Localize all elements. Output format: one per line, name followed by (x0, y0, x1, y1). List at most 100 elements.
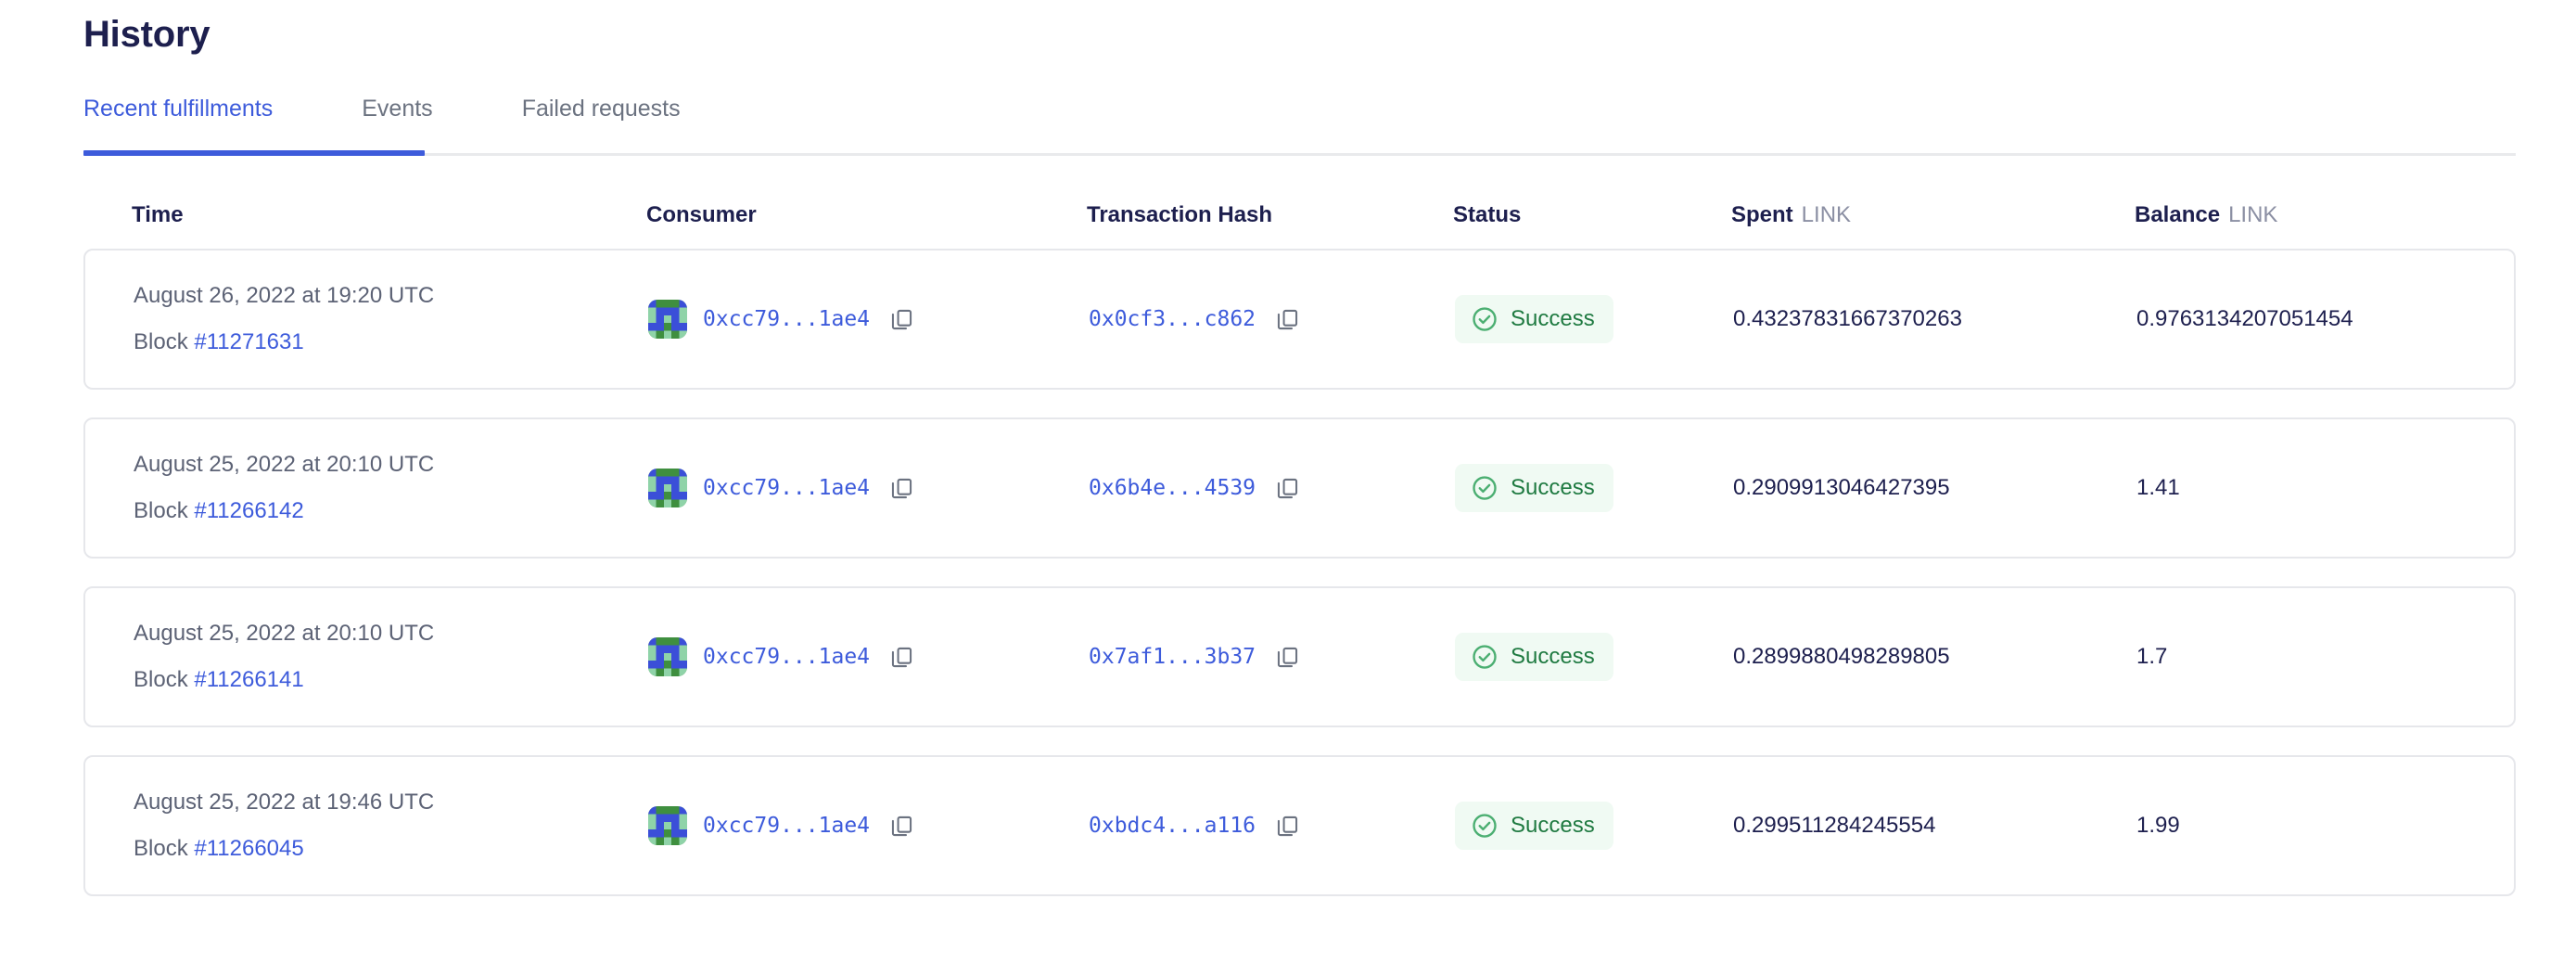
transaction-hash-link[interactable]: 0x6b4e...4539 (1089, 476, 1256, 500)
copy-icon[interactable] (1271, 303, 1303, 335)
balance-value: 1.41 (2136, 475, 2180, 500)
cell-time: August 25, 2022 at 20:10 UTC Block #1126… (134, 449, 648, 527)
column-header-balance: Balance LINK (2135, 202, 2468, 228)
page-title: History (83, 14, 210, 55)
identicon-avatar (648, 300, 687, 339)
status-badge-label: Success (1511, 644, 1595, 669)
cell-consumer: 0xcc79...1ae4 (648, 637, 1089, 676)
row-timestamp: August 26, 2022 at 19:20 UTC (134, 283, 435, 308)
cell-consumer: 0xcc79...1ae4 (648, 469, 1089, 507)
row-block-number[interactable]: #11266142 (194, 498, 304, 523)
status-badge: Success (1455, 295, 1613, 343)
table-header: Time Consumer Transaction Hash Status Sp… (83, 182, 2516, 249)
column-header-time: Time (132, 202, 646, 228)
table-row[interactable]: August 25, 2022 at 20:10 UTC Block #1126… (83, 417, 2516, 559)
column-header-balance-unit: LINK (2228, 202, 2278, 227)
balance-value: 0.9763134207051454 (2136, 306, 2353, 331)
identicon-avatar (648, 637, 687, 676)
check-circle-icon (1471, 812, 1498, 840)
transaction-hash-link[interactable]: 0x7af1...3b37 (1089, 645, 1256, 669)
fulfillments-list: August 26, 2022 at 19:20 UTC Block #1127… (83, 249, 2516, 896)
row-block-label: Block (134, 667, 188, 692)
cell-balance: 1.99 (2136, 813, 2466, 839)
column-header-spent-label: Spent (1731, 202, 1793, 227)
row-block-number[interactable]: #11266141 (194, 667, 304, 692)
check-circle-icon (1471, 474, 1498, 502)
copy-icon[interactable] (886, 641, 917, 673)
tab-active-indicator (83, 150, 425, 156)
cell-status: Success (1455, 802, 1733, 850)
consumer-address-link[interactable]: 0xcc79...1ae4 (703, 814, 871, 838)
cell-balance: 0.9763134207051454 (2136, 306, 2466, 332)
cell-spent: 0.2899880498289805 (1733, 644, 2136, 670)
consumer-address-link[interactable]: 0xcc79...1ae4 (703, 307, 871, 331)
copy-icon[interactable] (886, 472, 917, 504)
check-circle-icon (1471, 643, 1498, 671)
cell-consumer: 0xcc79...1ae4 (648, 300, 1089, 339)
spent-value: 0.2909913046427395 (1733, 475, 1950, 500)
tab-recent-fulfillments[interactable]: Recent fulfillments (83, 95, 306, 122)
row-block-label: Block (134, 836, 188, 861)
cell-transaction-hash: 0x7af1...3b37 (1089, 641, 1455, 673)
cell-transaction-hash: 0x6b4e...4539 (1089, 472, 1455, 504)
column-header-spent: Spent LINK (1731, 202, 2135, 228)
copy-icon[interactable] (886, 303, 917, 335)
tab-failed-requests[interactable]: Failed requests (522, 95, 714, 122)
spent-value: 0.43237831667370263 (1733, 306, 1962, 331)
tab-list: Recent fulfillments Events Failed reques… (83, 95, 2516, 152)
transaction-hash-link[interactable]: 0xbdc4...a116 (1089, 814, 1256, 838)
tabs-bar: Recent fulfillments Events Failed reques… (83, 95, 2516, 156)
column-header-status: Status (1453, 202, 1731, 228)
status-badge: Success (1455, 802, 1613, 850)
balance-value: 1.99 (2136, 813, 2180, 838)
row-block: Block #11266142 (134, 495, 648, 527)
table-row[interactable]: August 25, 2022 at 19:46 UTC Block #1126… (83, 755, 2516, 896)
cell-balance: 1.41 (2136, 475, 2466, 501)
cell-time: August 25, 2022 at 20:10 UTC Block #1126… (134, 618, 648, 696)
copy-icon[interactable] (886, 810, 917, 841)
row-block-number[interactable]: #11271631 (194, 329, 304, 354)
copy-icon[interactable] (1271, 641, 1303, 673)
cell-consumer: 0xcc79...1ae4 (648, 806, 1089, 845)
spent-value: 0.2899880498289805 (1733, 644, 1950, 669)
row-block: Block #11271631 (134, 327, 648, 358)
spent-value: 0.299511284245554 (1733, 813, 1936, 838)
consumer-address-link[interactable]: 0xcc79...1ae4 (703, 645, 871, 669)
column-header-transaction-hash-label: Transaction Hash (1087, 202, 1273, 227)
status-badge: Success (1455, 464, 1613, 512)
row-block-label: Block (134, 329, 188, 354)
status-badge-label: Success (1511, 306, 1595, 331)
cell-time: August 25, 2022 at 19:46 UTC Block #1126… (134, 787, 648, 865)
cell-status: Success (1455, 633, 1733, 681)
status-badge: Success (1455, 633, 1613, 681)
column-header-consumer: Consumer (646, 202, 1087, 228)
status-badge-label: Success (1511, 813, 1595, 838)
cell-time: August 26, 2022 at 19:20 UTC Block #1127… (134, 280, 648, 358)
row-block-number[interactable]: #11266045 (194, 836, 304, 861)
table-row[interactable]: August 25, 2022 at 20:10 UTC Block #1126… (83, 586, 2516, 727)
status-badge-label: Success (1511, 475, 1595, 500)
transaction-hash-link[interactable]: 0x0cf3...c862 (1089, 307, 1256, 331)
tab-events[interactable]: Events (362, 95, 465, 122)
copy-icon[interactable] (1271, 810, 1303, 841)
row-timestamp: August 25, 2022 at 19:46 UTC (134, 790, 435, 815)
column-header-time-label: Time (132, 202, 184, 227)
cell-spent: 0.43237831667370263 (1733, 306, 2136, 332)
column-header-balance-label: Balance (2135, 202, 2221, 227)
row-block: Block #11266141 (134, 664, 648, 696)
cell-status: Success (1455, 295, 1733, 343)
copy-icon[interactable] (1271, 472, 1303, 504)
row-timestamp: August 25, 2022 at 20:10 UTC (134, 621, 435, 646)
column-header-spent-unit: LINK (1801, 202, 1852, 227)
row-block: Block #11266045 (134, 833, 648, 865)
cell-transaction-hash: 0xbdc4...a116 (1089, 810, 1455, 841)
column-header-transaction-hash: Transaction Hash (1087, 202, 1453, 228)
consumer-address-link[interactable]: 0xcc79...1ae4 (703, 476, 871, 500)
tabs-divider (83, 153, 2516, 156)
cell-spent: 0.299511284245554 (1733, 813, 2136, 839)
table-row[interactable]: August 26, 2022 at 19:20 UTC Block #1127… (83, 249, 2516, 390)
cell-transaction-hash: 0x0cf3...c862 (1089, 303, 1455, 335)
check-circle-icon (1471, 305, 1498, 333)
row-block-label: Block (134, 498, 188, 523)
